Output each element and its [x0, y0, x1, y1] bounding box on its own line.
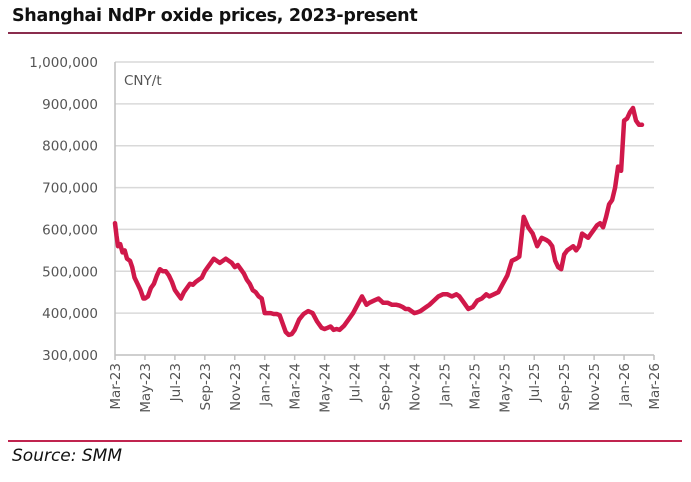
axes — [114, 62, 654, 356]
x-tick-label: Nov-25 — [587, 363, 603, 411]
x-tick-label: Nov-23 — [228, 363, 244, 411]
x-tick-label: Mar-24 — [288, 363, 304, 410]
x-tick-label: Mar-26 — [647, 363, 663, 410]
chart-title: Shanghai NdPr oxide prices, 2023-present — [12, 6, 418, 26]
y-axis-ticks: 300,000 400,000 500,000 600,000 700,000 800,0… — [29, 55, 98, 364]
gridlines — [115, 61, 654, 314]
y-tick-label: 800,000 — [42, 139, 98, 155]
y-tick-label: 400,000 — [42, 306, 98, 322]
y-tick-label: 300,000 — [42, 348, 98, 364]
y-tick-label: 900,000 — [42, 97, 98, 113]
x-tick-label: Jul-24 — [348, 363, 364, 402]
x-tick-label: Sep-24 — [378, 363, 394, 411]
x-tick-label: Jul-25 — [527, 363, 543, 402]
x-tick-label: May-24 — [318, 363, 334, 413]
y-tick-label: 500,000 — [42, 264, 98, 280]
x-axis-ticks: Mar-23 May-23 Jul-23 Sep-23 Nov-23 Jan-24 Mar-… — [108, 355, 663, 413]
series-layer — [112, 105, 645, 338]
y-tick-label: 600,000 — [42, 222, 98, 238]
x-tick-label: Sep-23 — [198, 363, 214, 411]
x-tick-label: Sep-25 — [557, 363, 573, 411]
x-tick-label: Mar-25 — [467, 363, 483, 410]
x-tick-label: Jan-26 — [617, 363, 633, 407]
series-line-ndpr-price — [112, 105, 645, 338]
y-tick-label: 700,000 — [42, 181, 98, 197]
source-note: Source: SMM — [12, 446, 123, 466]
x-tick-label: Mar-23 — [108, 363, 124, 410]
x-tick-label: Nov-24 — [407, 363, 423, 411]
x-tick-label: Jan-24 — [258, 363, 274, 407]
title-rule — [8, 32, 682, 34]
x-tick-label: Jan-25 — [437, 363, 453, 407]
x-tick-label: May-25 — [497, 363, 513, 413]
source-rule — [8, 440, 682, 442]
x-tick-label: May-23 — [138, 363, 154, 413]
unit-label: CNY/t — [124, 73, 162, 89]
x-tick-label: Jul-23 — [168, 363, 184, 402]
chart-canvas: 300,000 400,000 500,000 600,000 700,000 800,0… — [29, 55, 663, 413]
y-tick-label: 1,000,000 — [29, 55, 98, 71]
